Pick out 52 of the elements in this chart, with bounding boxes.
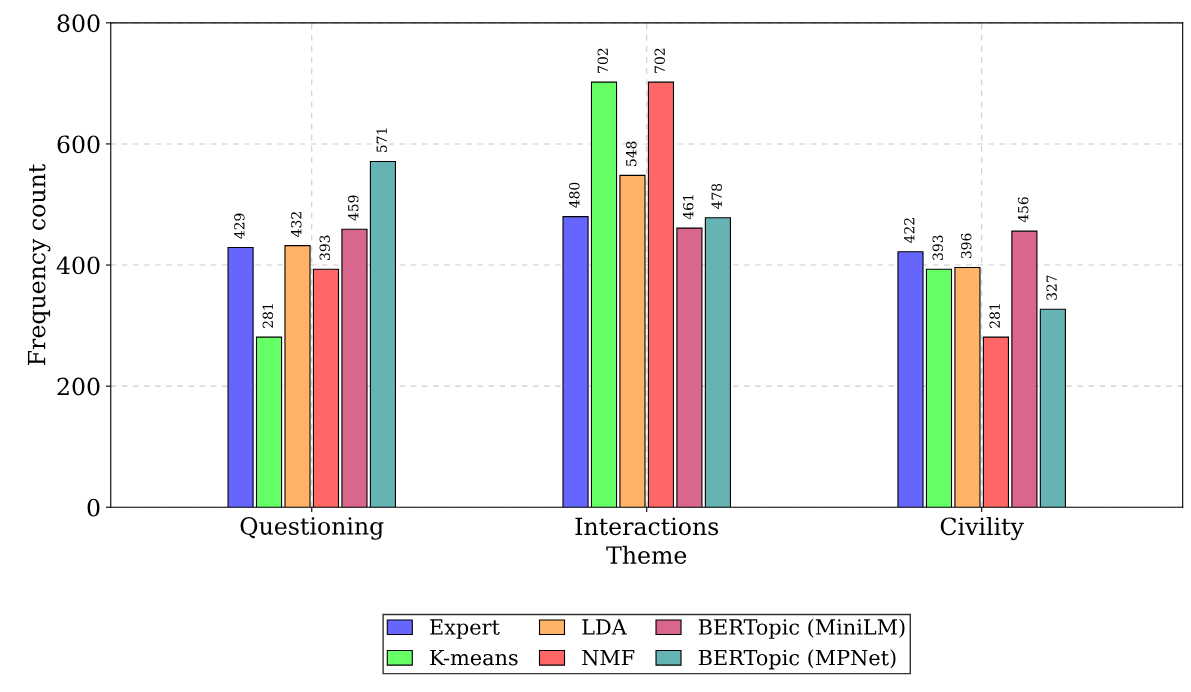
bar (704, 217, 731, 508)
data-label: 456 (1017, 197, 1029, 223)
legend-label: BERTopic (MiniLM) (698, 618, 905, 639)
x-tick-label: Civility (940, 516, 1024, 541)
bar (227, 246, 254, 508)
data-label: 461 (682, 195, 694, 220)
bar (255, 336, 283, 508)
bar (897, 251, 924, 508)
bar (1039, 308, 1066, 508)
bar (619, 174, 646, 508)
bar (925, 268, 953, 508)
bar (284, 245, 311, 508)
y-tick-label: 200 (57, 377, 100, 396)
data-label: 393 (319, 235, 331, 260)
legend-label: Expert (430, 619, 500, 639)
x-axis-title: Theme (606, 545, 687, 564)
y-axis-title: Frequency count (27, 163, 51, 366)
data-label: 429 (234, 213, 245, 239)
y-tick-label: 800 (57, 14, 100, 33)
legend-label: K-means (430, 649, 518, 666)
legend-label: LDA (582, 619, 627, 635)
legend-label: BERTopic (MPNet) (698, 649, 896, 670)
data-label: 432 (291, 212, 302, 237)
bar (676, 227, 703, 508)
bar (562, 216, 589, 508)
data-label: 396 (960, 233, 972, 259)
y-tick-label: 600 (57, 135, 100, 154)
bar (1011, 230, 1038, 508)
bar (647, 81, 675, 508)
data-label: 281 (262, 304, 274, 328)
bar (954, 266, 981, 508)
bar (369, 160, 397, 508)
data-label: 327 (1046, 275, 1057, 300)
bar (590, 81, 618, 508)
bar (312, 268, 340, 508)
x-tick-label: Interactions (575, 517, 719, 536)
data-label: 480 (569, 182, 580, 208)
x-tick-label: Questioning (240, 517, 384, 540)
bar (341, 228, 368, 508)
data-label: 393 (932, 235, 943, 260)
data-label: 281 (989, 304, 1000, 328)
data-label: 702 (654, 48, 665, 73)
data-label: 459 (347, 195, 359, 221)
legend-label: NMF (582, 649, 635, 666)
data-label: 571 (376, 128, 387, 152)
y-tick-label: 0 (87, 498, 100, 517)
data-label: 702 (597, 48, 609, 73)
data-label: 478 (711, 183, 722, 210)
bar (982, 336, 1010, 508)
data-label: 548 (626, 141, 637, 166)
y-tick-label: 400 (56, 256, 100, 275)
data-label: 422 (904, 218, 915, 243)
